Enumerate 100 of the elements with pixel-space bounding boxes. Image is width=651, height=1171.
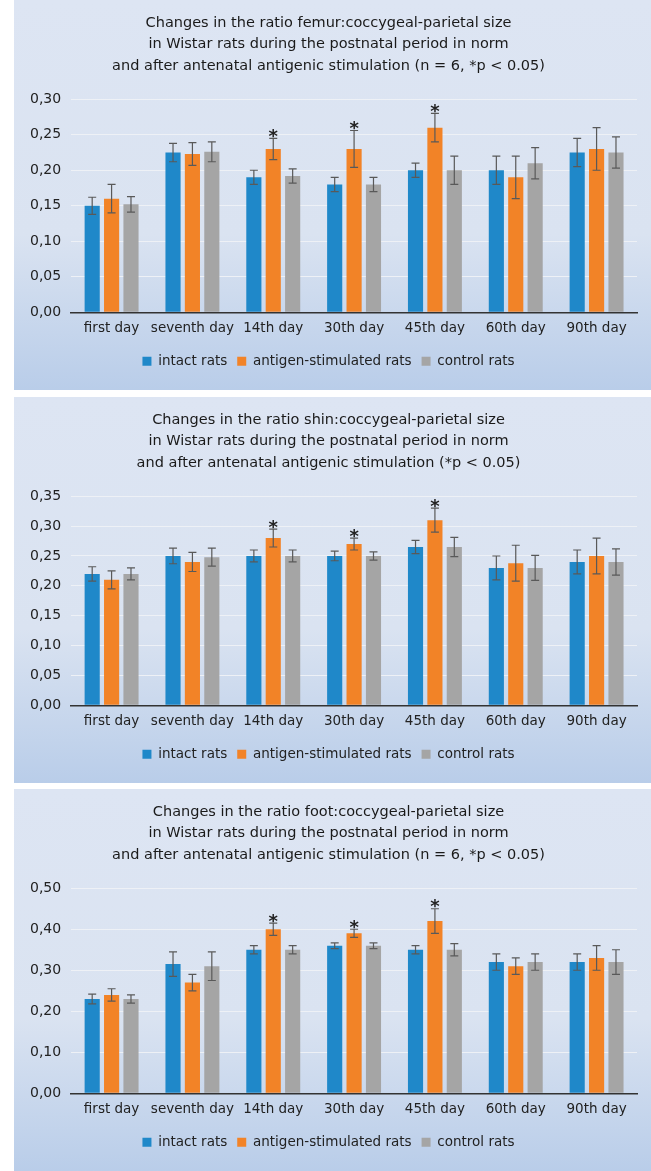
bar [589,555,605,705]
bar [508,966,524,1093]
y-tick-label: 0,15 [30,196,62,213]
bar [123,204,139,312]
bar [427,520,443,705]
bar [165,964,181,1093]
bar [446,949,462,1093]
bar [204,557,220,705]
x-tick-label: 60th day [485,1099,546,1116]
y-tick-label: 0,20 [30,1001,62,1018]
bar [589,148,605,312]
annotation: * [349,915,360,937]
bar [407,170,424,312]
bar [608,561,624,705]
bar [84,205,100,312]
x-tick-label: seventh day [150,318,235,335]
bar [407,547,424,705]
x-tick-label: first day [83,711,140,728]
bar [327,945,343,1093]
bar [285,555,301,705]
bar [446,170,462,312]
x-tick-label: 60th day [485,711,546,728]
y-tick-label: 0,30 [30,960,62,977]
y-tick-label: 0,30 [30,516,62,533]
x-tick-label: 14th day [243,318,304,335]
y-tick-label: 0,00 [30,1083,62,1100]
bar [285,175,301,312]
x-tick-label: 90th day [566,711,627,728]
chart-title: Changes in the ratio foot:coccygeal-parietal size in Wistar rats during the postnatal period in norm and after antenatal antigenic stimulation (n = 6, *p < 0.05) [112,802,545,863]
bar [407,949,424,1093]
y-tick-label: 0,25 [30,546,62,563]
y-tick-label: 0,10 [30,636,62,653]
bar [527,962,543,1093]
bar [104,579,120,705]
bar [246,949,262,1093]
annotation: * [268,124,279,146]
bar [365,945,382,1093]
bar [569,962,585,1093]
annotation: * [268,909,279,931]
x-tick-label: 30th day [324,1099,385,1116]
bar [246,177,262,312]
bar [327,555,343,705]
x-tick-label: 60th day [485,318,546,335]
bar [569,152,585,312]
bar [84,573,100,705]
bar [569,561,585,705]
bar [327,184,343,312]
y-tick-label: 0,50 [30,878,62,895]
legend-label: intact rats [158,1132,228,1149]
annotation: * [430,100,441,122]
bar [184,982,200,1093]
bar [285,949,301,1093]
bar [104,994,120,1093]
bar [608,152,624,312]
legend-label: control rats [437,351,515,368]
annotation: * [349,117,360,139]
bar [427,127,443,312]
y-tick-label: 0,15 [30,606,62,623]
legend-label: control rats [437,744,515,761]
bar [527,567,543,705]
bar [346,544,362,705]
x-tick-label: 14th day [243,1099,304,1116]
y-tick-label: 0,10 [30,231,62,248]
x-tick-label: 90th day [566,318,627,335]
bar [488,962,504,1093]
x-tick-label: 14th day [243,711,304,728]
bar [84,998,100,1093]
legend-label: intact rats [158,351,228,368]
annotation: * [268,515,279,537]
bar [184,561,200,705]
bar [365,555,382,705]
y-tick-label: 0,05 [30,267,62,284]
y-tick-label: 0,00 [30,302,62,319]
bar [204,966,220,1093]
legend-label: intact rats [158,744,228,761]
bar [165,152,181,312]
bar [508,177,524,312]
x-tick-label: 45th day [404,711,465,728]
bar [508,563,524,705]
bar [265,929,281,1093]
legend-label: antigen-stimulated rats [252,351,412,368]
y-tick-label: 0,20 [30,576,62,593]
bar [265,538,281,705]
bar [427,921,443,1093]
x-tick-label: 30th day [324,318,385,335]
bar [204,151,220,312]
bar [123,573,139,705]
y-tick-label: 0,40 [30,919,62,936]
y-tick-label: 0,35 [30,486,62,503]
x-tick-label: seventh day [150,711,235,728]
bar [246,555,262,705]
bar [346,933,362,1093]
bar [589,957,605,1093]
y-tick-label: 0,20 [30,160,62,177]
y-tick-label: 0,05 [30,666,62,683]
x-tick-label: first day [83,1099,140,1116]
x-tick-label: 90th day [566,1099,627,1116]
y-tick-label: 0,10 [30,1042,62,1059]
x-tick-label: seventh day [150,1099,235,1116]
bar [104,198,120,312]
